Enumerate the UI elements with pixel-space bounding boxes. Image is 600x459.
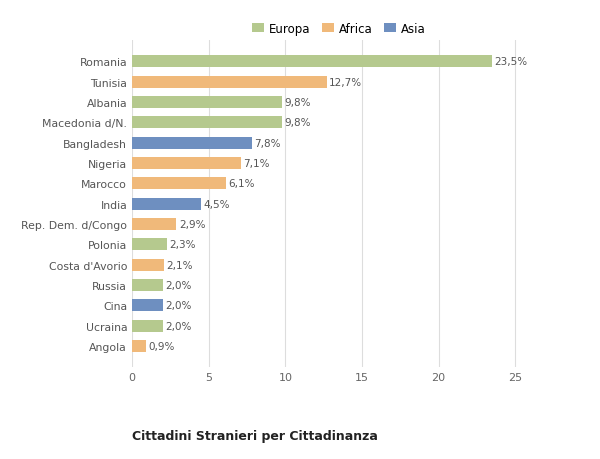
Text: Cittadini Stranieri per Cittadinanza: Cittadini Stranieri per Cittadinanza	[132, 429, 378, 442]
Bar	[132, 198, 201, 210]
Text: 2,0%: 2,0%	[165, 321, 191, 331]
Bar	[132, 218, 176, 230]
Text: 2,0%: 2,0%	[165, 301, 191, 311]
Bar	[132, 137, 251, 150]
Bar	[132, 117, 282, 129]
Text: 2,0%: 2,0%	[165, 280, 191, 291]
Bar	[132, 280, 163, 291]
Text: 2,1%: 2,1%	[167, 260, 193, 270]
Text: 4,5%: 4,5%	[203, 199, 230, 209]
Text: 2,3%: 2,3%	[170, 240, 196, 250]
Text: 0,9%: 0,9%	[148, 341, 175, 351]
Bar	[132, 76, 327, 89]
Text: 2,9%: 2,9%	[179, 219, 205, 230]
Bar	[132, 300, 163, 312]
Text: 7,1%: 7,1%	[243, 159, 269, 168]
Text: 23,5%: 23,5%	[494, 57, 528, 67]
Bar	[132, 157, 241, 170]
Text: 6,1%: 6,1%	[228, 179, 254, 189]
Text: 12,7%: 12,7%	[329, 78, 362, 88]
Text: 9,8%: 9,8%	[284, 98, 311, 108]
Bar	[132, 178, 226, 190]
Bar	[132, 56, 493, 68]
Bar	[132, 340, 146, 353]
Legend: Europa, Africa, Asia: Europa, Africa, Asia	[248, 18, 430, 40]
Text: 7,8%: 7,8%	[254, 139, 280, 148]
Text: 9,8%: 9,8%	[284, 118, 311, 128]
Bar	[132, 320, 163, 332]
Bar	[132, 239, 167, 251]
Bar	[132, 259, 164, 271]
Bar	[132, 97, 282, 109]
